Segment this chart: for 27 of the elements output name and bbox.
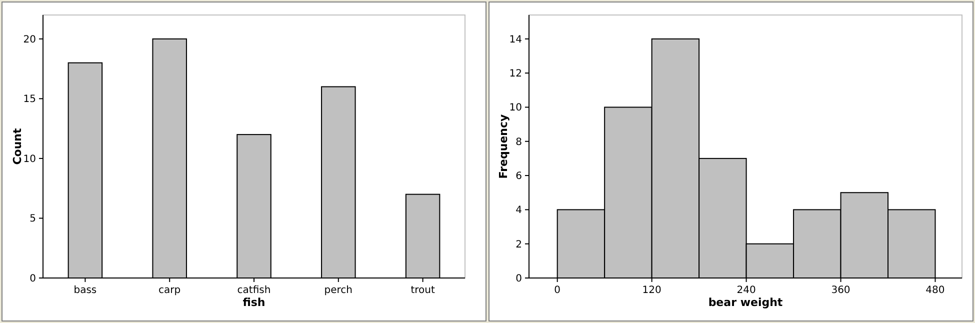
y-tick-label: 20 <box>23 34 36 46</box>
x-tick-label: catfish <box>237 285 271 296</box>
y-tick-label: 8 <box>516 136 522 148</box>
x-tick-label: bass <box>74 285 97 296</box>
x-tick-label: trout <box>410 285 435 296</box>
y-tick-label: 0 <box>516 274 522 284</box>
y-tick-label: 5 <box>30 214 36 225</box>
y-axis-title: Count <box>11 128 24 165</box>
y-tick-label: 6 <box>516 171 522 182</box>
x-axis-title: fish <box>242 296 266 309</box>
y-tick-label: 14 <box>509 34 522 46</box>
y-tick-label: 10 <box>23 154 36 165</box>
x-tick-label: 240 <box>736 285 756 296</box>
x-axis-title: bear weight <box>708 296 783 309</box>
x-tick-label: 480 <box>926 285 945 296</box>
x-tick-label: 0 <box>554 285 561 296</box>
y-tick-label: 10 <box>509 102 522 114</box>
y-tick-label: 2 <box>516 239 522 250</box>
y-tick-label: 15 <box>23 94 36 106</box>
y-tick-label: 0 <box>30 274 36 284</box>
y-tick-label: 12 <box>509 68 522 80</box>
x-tick-label: 360 <box>831 285 850 296</box>
x-tick-label: perch <box>324 285 353 296</box>
y-axis-title: Frequency <box>497 114 510 179</box>
y-tick-label: 4 <box>516 205 522 216</box>
x-tick-label: carp <box>158 285 181 296</box>
x-tick-label: 120 <box>642 285 662 296</box>
